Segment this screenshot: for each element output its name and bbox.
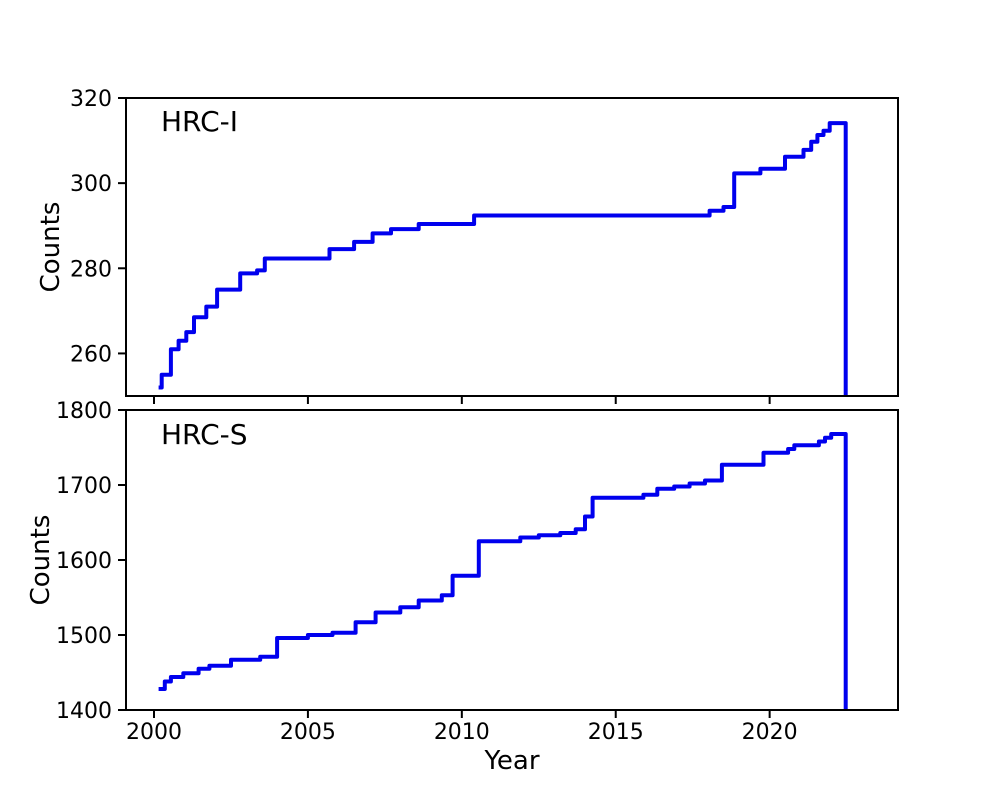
y-axis-label-bottom: Counts [26,515,56,606]
x-tick-label: 2005 [280,720,336,745]
x-tick-label: 2010 [434,720,490,745]
x-tick-label: 2020 [742,720,798,745]
y-tick-label: 320 [70,87,112,112]
panel-label-hrc-s: HRC-S [161,418,248,451]
y-tick-label: 1700 [56,474,112,499]
y-axis-label-top: Counts [36,202,66,293]
x-tick-label: 2015 [588,720,644,745]
panel-label-hrc-i: HRC-I [161,105,238,138]
generated-chart-layer: 260 280 300 320 2000 2005 2010 2015 2020 1400 1500… [56,87,899,745]
x-tick-label: 2000 [126,720,182,745]
y-tick-label: 1400 [56,699,112,724]
y-tick-label: 1500 [56,624,112,649]
panel-border [125,409,899,711]
x-axis-label: Year [483,746,539,776]
y-tick-label: 1800 [56,399,112,424]
y-tick-label: 300 [70,172,112,197]
y-tick-label: 260 [70,342,112,367]
hrc-i-line [158,121,848,396]
y-tick-label: 280 [70,257,112,282]
hrc-s-line [158,432,848,710]
panel-border [125,97,899,397]
y-tick-label: 1600 [56,549,112,574]
